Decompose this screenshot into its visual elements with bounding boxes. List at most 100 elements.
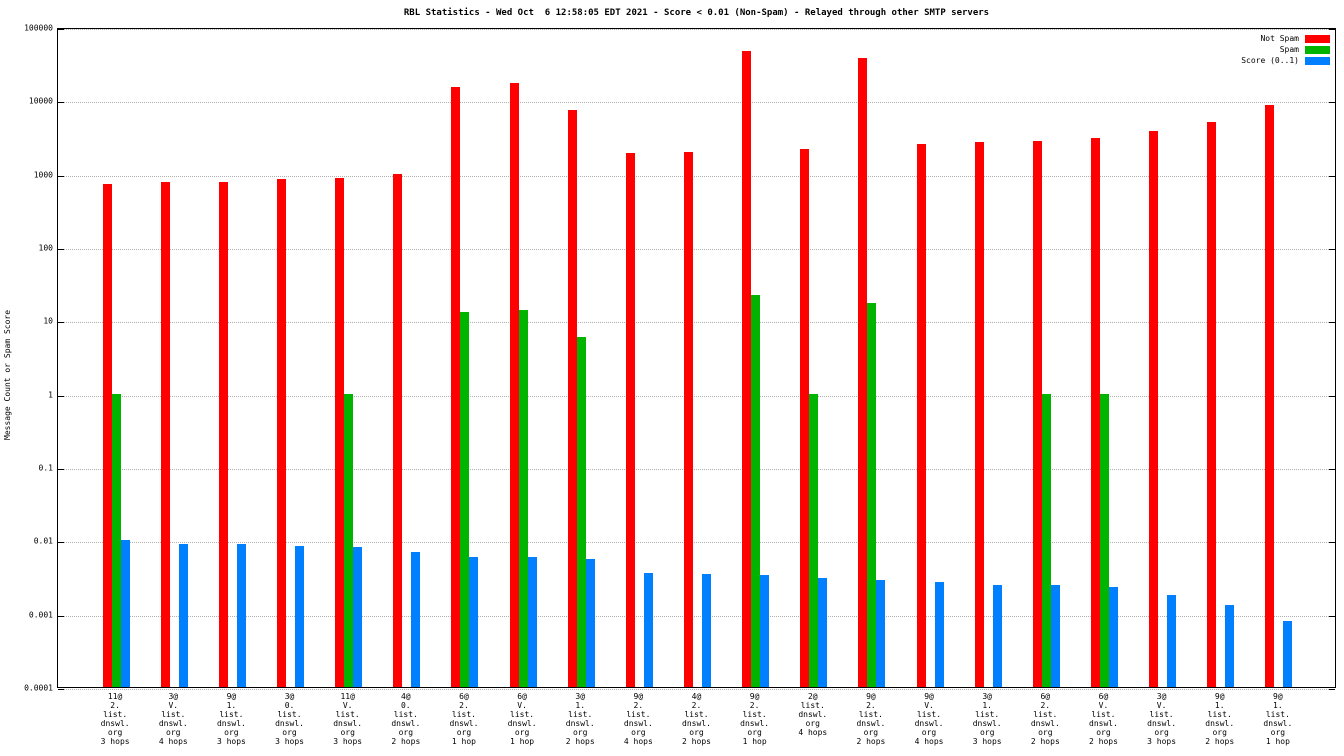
not-spam-bar xyxy=(567,109,577,687)
x-tick-label: 3@ 0. list. dnswl. org 3 hops xyxy=(275,692,304,746)
score-0-1-bar xyxy=(1108,587,1118,687)
not-spam-bar xyxy=(684,152,693,687)
gridline xyxy=(58,469,1335,470)
y-tick-label: 100 xyxy=(38,243,53,253)
y-axis-ticks: 100000 10000 1000 100 10 1 0.1 0.01 0.001 0.0001 xyxy=(0,24,53,693)
not-spam-bar xyxy=(1265,104,1275,687)
y-tick-label: 1 xyxy=(48,390,53,400)
legend-item-score-0-1: Score (0..1) xyxy=(1241,55,1330,66)
axis-tick xyxy=(1329,395,1335,397)
gridline xyxy=(58,615,1335,617)
not-spam-bar xyxy=(509,83,519,687)
x-tick-label: 9@ 2. list. dnswl. org 2 hops xyxy=(856,692,886,746)
x-tick-label: 3@ 1. list. dnswl. org 3 hops xyxy=(972,692,1002,746)
not-spam-bar xyxy=(1207,122,1217,687)
spam-bar xyxy=(518,309,528,687)
x-tick-label: 3@ V. list. dnswl. org 3 hops xyxy=(1147,692,1177,746)
not-spam-bar xyxy=(451,87,461,687)
not-spam-bar xyxy=(335,178,345,687)
gridline xyxy=(58,395,1335,397)
gridline xyxy=(58,102,1335,104)
gridline xyxy=(58,542,1335,544)
not-spam-bar xyxy=(742,51,752,687)
legend-swatch xyxy=(1305,34,1330,43)
axis-tick xyxy=(1329,689,1335,690)
not-spam-bar xyxy=(393,173,403,687)
legend-label: Score (0..1) xyxy=(1241,56,1299,65)
x-tick-label: 9@ 1. list. dnswl. org 2 hops xyxy=(1205,692,1235,746)
score-0-1-bar xyxy=(236,543,246,687)
score-0-1-bar xyxy=(178,543,188,687)
axis-tick xyxy=(58,469,64,470)
x-tick-label: 6@ V. list. dnswl. org 1 hop xyxy=(507,692,537,746)
legend-item-spam: Spam xyxy=(1241,44,1330,55)
x-tick-label: 9@ 2. list. dnswl. org 4 hops xyxy=(623,692,653,746)
spam-bar xyxy=(809,393,819,687)
legend-label: Not Spam xyxy=(1260,34,1299,43)
x-tick-label: 9@ 1. list. dnswl. org 1 hop xyxy=(1263,692,1293,746)
axis-tick xyxy=(1329,29,1335,30)
gridline xyxy=(58,249,1335,250)
axis-tick xyxy=(1329,249,1335,250)
score-0-1-bar xyxy=(643,572,653,687)
gridline xyxy=(58,322,1335,324)
score-0-1-bar xyxy=(527,556,537,687)
score-0-1-bar xyxy=(760,574,770,687)
score-0-1-bar xyxy=(1050,584,1060,687)
axis-tick xyxy=(58,689,64,690)
legend-label: Spam xyxy=(1279,45,1299,54)
axis-tick xyxy=(1329,322,1335,324)
axis-tick xyxy=(58,29,64,30)
x-tick-label: 3@ 1. list. dnswl. org 2 hops xyxy=(565,692,595,746)
not-spam-bar xyxy=(916,144,926,687)
spam-bar xyxy=(867,303,877,687)
x-tick-label: 2@ list. dnswl. org 4 hops xyxy=(798,692,828,737)
legend: Not Spam Spam Score (0..1) xyxy=(1241,33,1330,66)
spam-bar xyxy=(751,295,761,687)
not-spam-bar xyxy=(974,142,984,687)
not-spam-bar xyxy=(1090,137,1100,687)
axis-tick xyxy=(58,322,64,324)
axis-tick xyxy=(1329,615,1335,617)
axis-tick xyxy=(58,249,64,250)
x-tick-label: 9@ V. list. dnswl. org 4 hops xyxy=(914,692,944,746)
y-tick-label: 0.001 xyxy=(28,610,53,620)
score-0-1-bar xyxy=(295,545,305,687)
not-spam-bar xyxy=(1032,140,1042,687)
x-tick-label: 9@ 1. list. dnswl. org 3 hops xyxy=(216,692,246,746)
legend-swatch xyxy=(1305,45,1330,54)
score-0-1-bar xyxy=(353,547,363,687)
plot-area: Not Spam Spam Score (0..1) xyxy=(57,28,1336,690)
spam-bar xyxy=(576,336,586,687)
score-0-1-bar xyxy=(120,540,130,687)
gridline xyxy=(58,175,1335,177)
axis-tick xyxy=(58,542,64,544)
score-0-1-bar xyxy=(1225,605,1235,687)
axis-tick xyxy=(1329,469,1335,470)
x-tick-label: 6@ 2. list. dnswl. org 1 hop xyxy=(449,692,479,746)
x-tick-label: 6@ 2. list. dnswl. org 2 hops xyxy=(1030,692,1060,746)
not-spam-bar xyxy=(277,178,287,687)
score-0-1-bar xyxy=(1283,620,1293,687)
not-spam-bar xyxy=(218,181,228,687)
axis-tick xyxy=(1329,542,1335,544)
x-tick-label: 3@ V. list. dnswl. org 4 hops xyxy=(158,692,188,746)
y-tick-label: 0.1 xyxy=(38,463,53,473)
x-tick-label: 11@ 2. list. dnswl. org 3 hops xyxy=(100,692,130,746)
x-tick-label: 9@ 2. list. dnswl. org 1 hop xyxy=(740,692,770,746)
x-tick-label: 4@ 0. list. dnswl. org 2 hops xyxy=(391,692,421,746)
gridline xyxy=(58,29,1335,30)
not-spam-bar xyxy=(102,184,112,687)
spam-bar xyxy=(344,393,354,687)
spam-bar xyxy=(111,393,121,687)
axis-tick xyxy=(58,175,64,177)
x-tick-label: 4@ 2. list. dnswl. org 2 hops xyxy=(682,692,711,746)
legend-item-not-spam: Not Spam xyxy=(1241,33,1330,44)
x-tick-label: 6@ V. list. dnswl. org 2 hops xyxy=(1089,692,1118,746)
axis-tick xyxy=(58,615,64,617)
legend-swatch xyxy=(1305,56,1330,65)
score-0-1-bar xyxy=(1167,594,1177,687)
y-tick-label: 10 xyxy=(43,316,53,326)
score-0-1-bar xyxy=(702,573,711,687)
